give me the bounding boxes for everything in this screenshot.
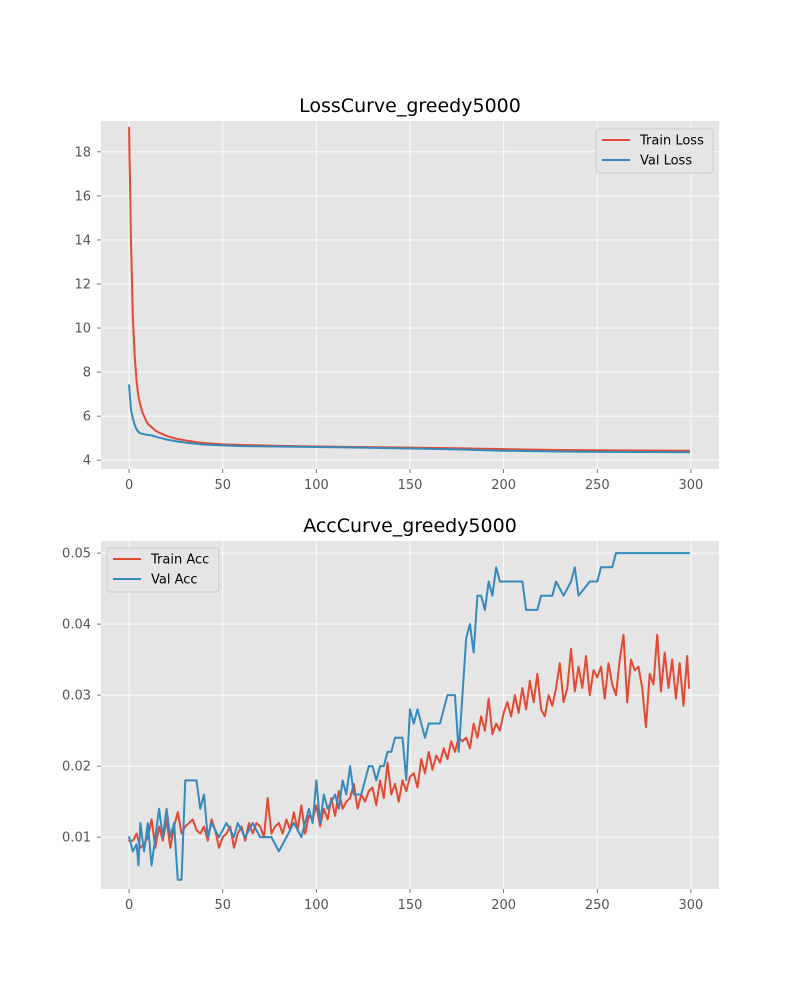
chart-1-series-val-acc-line <box>128 552 691 881</box>
chart-0-y-tick-label: 10 <box>74 322 91 337</box>
chart-1-y-tick-label: 0.04 <box>62 618 91 633</box>
chart-1-series-train-acc-line <box>128 633 691 849</box>
chart-0-legend-label: Train Loss <box>639 134 704 149</box>
chart-0-y-tick-label: 8 <box>83 366 91 381</box>
chart-1-x-tick-label: 200 <box>491 898 516 913</box>
chart-1-y-tick-label: 0.01 <box>62 831 91 846</box>
chart-0-series-train-loss-line <box>128 126 691 452</box>
chart-0-x-tick-label: 300 <box>678 478 703 493</box>
chart-0-x-tick-label: 250 <box>585 478 610 493</box>
chart-0-x-tick-label: 100 <box>304 478 329 493</box>
chart-1-y-tick-label: 0.05 <box>62 547 91 562</box>
chart-1-legend: Train Acc Val Acc <box>106 547 220 593</box>
loss-chart: 0 50 100 150 200 250 300 4 6 8 10 12 14 16 18 LossCurve… <box>74 95 719 493</box>
chart-0-legend-label: Val Loss <box>640 154 692 169</box>
chart-0-y-tick-label: 6 <box>83 410 91 425</box>
accuracy-chart: 0 50 100 150 200 250 300 0.01 0.02 0.03 0.04 0.05 Ac… <box>62 515 719 913</box>
chart-1-title: AccCurve_greedy5000 <box>303 515 517 537</box>
chart-0-y-tick-label: 18 <box>74 145 91 160</box>
chart-0-legend: Train Loss Val Loss <box>595 128 714 174</box>
chart-1-x-tick-label: 150 <box>398 898 423 913</box>
chart-0-x-tick-label: 0 <box>125 478 133 493</box>
chart-1-x-tick-label: 0 <box>125 898 133 913</box>
chart-1-y-tick-label: 0.03 <box>62 689 91 704</box>
chart-1-x-tick-label: 250 <box>585 898 610 913</box>
chart-0-y-tick-label: 14 <box>74 233 91 248</box>
chart-0-x-tick-label: 200 <box>491 478 516 493</box>
chart-0-y-tick-label: 12 <box>74 277 91 292</box>
chart-0-series-val-loss-line <box>128 384 691 454</box>
chart-0-title: LossCurve_greedy5000 <box>299 95 521 117</box>
chart-1-legend-label: Val Acc <box>151 573 198 588</box>
chart-1-x-tick-label: 50 <box>214 898 231 913</box>
chart-1-x-tick-label: 100 <box>304 898 329 913</box>
chart-0-y-tick-label: 16 <box>74 189 91 204</box>
chart-1-x-tick-label: 300 <box>678 898 703 913</box>
chart-0-x-tick-label: 150 <box>398 478 423 493</box>
chart-1-legend-label: Train Acc <box>150 553 209 568</box>
chart-0-x-tick-label: 50 <box>214 478 231 493</box>
chart-0-y-tick-label: 4 <box>83 454 91 469</box>
chart-1-y-tick-label: 0.02 <box>62 760 91 775</box>
